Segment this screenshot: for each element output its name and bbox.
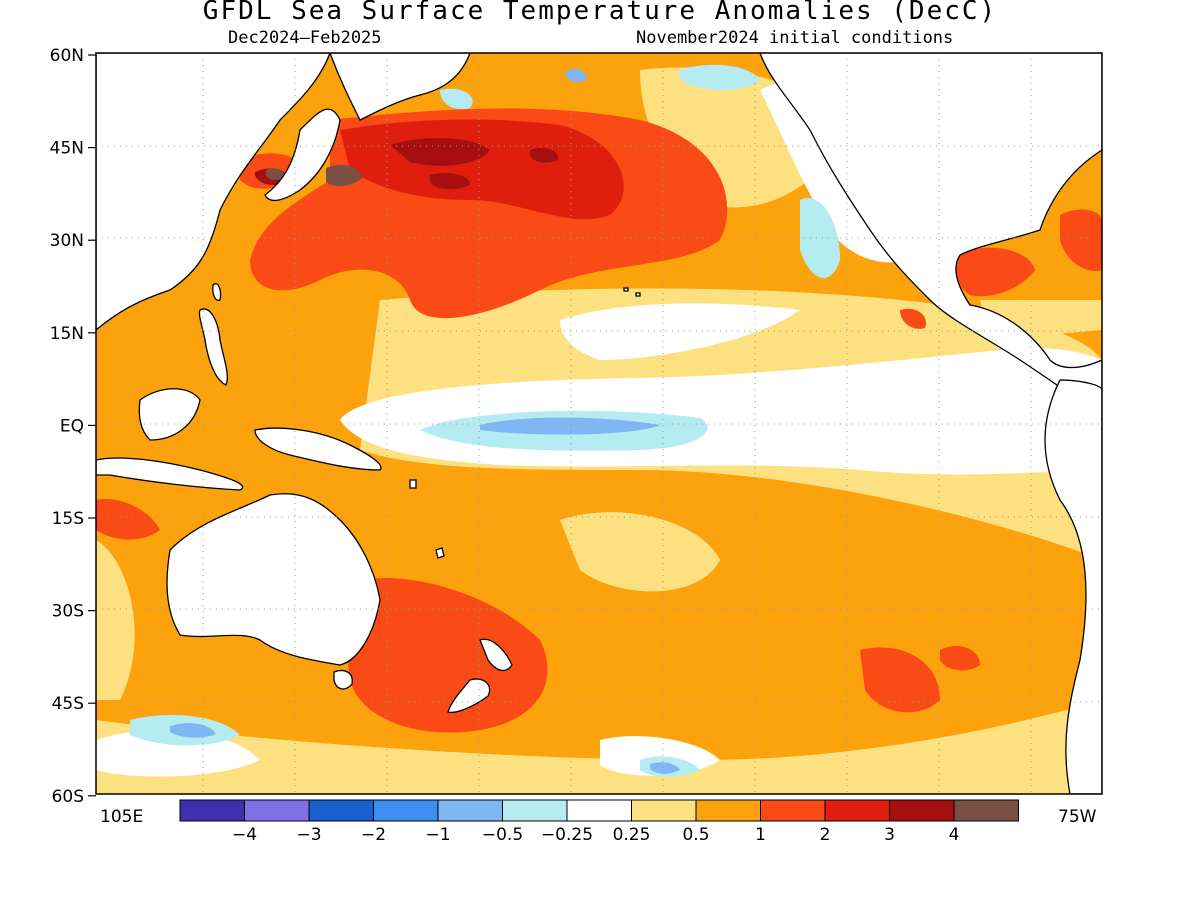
colorbar: −4 −3 −2 −1 −0.5 −0.25 0.25 0.5 1 2 3 4: [179, 799, 1019, 845]
colorbar-swatch: [953, 799, 1019, 822]
lat-label: 30S: [52, 602, 84, 622]
latitude-axis: 60N 45N 30N 15N EQ 15S 30S 45S 60S: [50, 46, 96, 807]
lat-label: 60N: [50, 46, 84, 66]
colorbar-swatch: [824, 799, 890, 822]
colorbar-swatch: [179, 799, 245, 822]
lat-label: 45S: [52, 694, 84, 714]
initial-conditions: November2024 initial conditions: [636, 28, 954, 48]
colorbar-label: 4: [949, 825, 960, 845]
colorbar-swatch: [695, 799, 761, 822]
lon-label-left: 105E: [100, 807, 143, 827]
forecast-period: Dec2024–Feb2025: [228, 28, 382, 48]
colorbar-swatch: [373, 799, 439, 822]
colorbar-label: 0.25: [613, 825, 651, 845]
colorbar-label: −0.25: [541, 825, 593, 845]
coastlines: [96, 53, 1102, 794]
lat-label: 45N: [50, 139, 84, 159]
colorbar-label: 1: [755, 825, 766, 845]
lon-label-right: 75W: [1058, 807, 1097, 827]
colorbar-swatch: [889, 799, 955, 822]
colorbar-label: 2: [820, 825, 831, 845]
colorbar-label: −0.5: [482, 825, 523, 845]
colorbar-label: −1: [425, 825, 450, 845]
lat-label: 60S: [52, 787, 84, 807]
map-title: GFDL Sea Surface Temperature Anomalies (…: [202, 0, 998, 26]
colorbar-swatch: [437, 799, 503, 822]
map-frame: [95, 52, 1103, 795]
colorbar-swatch: [308, 799, 374, 822]
lat-label: EQ: [60, 416, 84, 436]
colorbar-label: 3: [884, 825, 895, 845]
colorbar-label: −3: [296, 825, 321, 845]
colorbar-swatch: [244, 799, 310, 822]
colorbar-swatch: [566, 799, 632, 822]
colorbar-label: −4: [232, 825, 257, 845]
colorbar-label: −2: [361, 825, 386, 845]
lat-label: 15S: [52, 509, 84, 529]
lat-label: 15N: [50, 324, 84, 344]
lat-label: 30N: [50, 231, 84, 251]
colorbar-swatch: [760, 799, 826, 822]
colorbar-swatch: [502, 799, 568, 822]
colorbar-swatch: [631, 799, 697, 822]
colorbar-label: 0.5: [682, 825, 709, 845]
